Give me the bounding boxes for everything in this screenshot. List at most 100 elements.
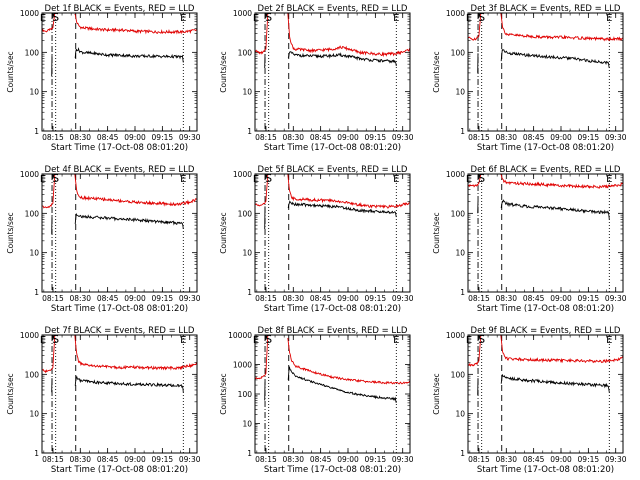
y-tick-label: 100: [238, 48, 253, 57]
x-tick-label: 08:45: [310, 133, 332, 142]
x-tick-label: 08:15: [468, 455, 490, 464]
x-tick-label: 08:30: [495, 455, 517, 464]
series-line-lld-segment-2: [500, 335, 623, 364]
series-line-events-segment-2: [74, 375, 184, 393]
x-tick-label: 09:30: [392, 133, 414, 142]
x-axis-label: Start Time (17-Oct-08 08:01:20): [477, 143, 614, 153]
x-tick-label: 08:15: [255, 455, 277, 464]
chart-panel-5: Det 5f BLACK = Events, RED = LLD Start Ti…: [219, 165, 414, 314]
chart-panel-3: Det 3f BLACK = Events, RED = LLD Start Ti…: [432, 4, 627, 153]
x-tick-label: 08:45: [310, 294, 332, 303]
series-line-lld-segment-2: [74, 335, 197, 371]
plot-frame: [467, 173, 624, 293]
y-tick-label: 10: [242, 249, 252, 258]
plot-area: [255, 335, 410, 404]
plot-frame: [254, 334, 411, 454]
end-marker-label: E: [606, 13, 612, 24]
x-tick-label: 08:30: [495, 294, 517, 303]
series-line-events-segment-2: [74, 47, 184, 63]
series-line-lld-segment-1: [468, 174, 482, 188]
x-tick-label: 09:15: [152, 294, 174, 303]
y-tick-label: 100: [238, 390, 253, 399]
y-tick-label: 10: [455, 410, 465, 419]
plot-area: [468, 174, 623, 220]
x-axis-label: Start Time (17-Oct-08 08:01:20): [264, 143, 401, 153]
x-tick-label: 09:15: [152, 133, 174, 142]
x-tick-label: 08:30: [69, 133, 91, 142]
x-tick-label: 08:30: [69, 294, 91, 303]
y-tick-label: 10: [29, 88, 39, 97]
x-tick-label: 09:00: [337, 133, 359, 142]
plot-frame: [41, 334, 198, 454]
end-marker-label: E: [393, 335, 399, 346]
plot-area: [255, 174, 410, 230]
series-line-lld-segment-2: [287, 13, 410, 58]
series-line-lld-segment-1: [42, 13, 56, 33]
series-line-lld-segment-2: [74, 13, 197, 35]
series-line-events-segment-2: [287, 50, 397, 67]
y-axis-label: Counts/sec: [6, 212, 15, 253]
start-marker-label: S: [478, 172, 485, 185]
y-tick-label: 1000: [20, 9, 39, 18]
x-tick-label: 08:45: [97, 294, 119, 303]
x-tick-label: 08:30: [282, 455, 304, 464]
x-tick-label: 09:30: [179, 455, 201, 464]
plot-area: [255, 13, 410, 69]
series-line-lld-segment-1: [42, 174, 56, 209]
x-tick-label: 09:30: [179, 133, 201, 142]
x-tick-label: 08:15: [468, 133, 490, 142]
series-line-lld-segment-2: [500, 13, 623, 42]
x-tick-label: 09:00: [337, 455, 359, 464]
plot-area: [42, 174, 197, 234]
x-tick-label: 08:30: [495, 133, 517, 142]
x-axis-label: Start Time (17-Oct-08 08:01:20): [264, 304, 401, 314]
y-tick-label: 100: [238, 209, 253, 218]
plot-frame: [254, 12, 411, 132]
chart-title: Det 5f BLACK = Events, RED = LLD: [258, 165, 408, 175]
x-tick-label: 09:15: [365, 294, 387, 303]
y-tick-label: 100: [25, 209, 40, 218]
x-tick-label: 09:00: [124, 133, 146, 142]
series-line-lld-segment-2: [287, 337, 410, 385]
series-line-lld-segment-1: [255, 335, 269, 380]
y-tick-label: 10: [29, 249, 39, 258]
end-marker-label: E: [393, 174, 399, 185]
y-tick-label: 10: [455, 88, 465, 97]
x-tick-label: 09:30: [179, 294, 201, 303]
start-marker-label: S: [265, 172, 272, 185]
y-tick-label: 1000: [446, 9, 465, 18]
y-axis-label: Counts/sec: [432, 51, 441, 92]
series-line-events-segment-2: [74, 212, 184, 230]
y-tick-label: 100: [451, 48, 466, 57]
x-tick-label: 09:30: [605, 294, 627, 303]
plot-frame: [41, 12, 198, 132]
chart-panel-1: Det 1f BLACK = Events, RED = LLD Start Ti…: [6, 4, 201, 153]
series-line-events-segment-2: [287, 200, 397, 218]
y-tick-label: 1000: [446, 331, 465, 340]
y-tick-label: 1: [247, 127, 252, 136]
plot-area: [42, 335, 197, 393]
series-line-lld-segment-2: [287, 174, 410, 209]
x-tick-label: 09:00: [124, 455, 146, 464]
chart-title: Det 9f BLACK = Events, RED = LLD: [471, 326, 621, 336]
y-tick-label: 1: [460, 288, 465, 297]
x-axis-label: Start Time (17-Oct-08 08:01:20): [477, 304, 614, 314]
start-marker-label: S: [478, 11, 485, 24]
chart-panel-4: Det 4f BLACK = Events, RED = LLD Start Ti…: [6, 165, 201, 314]
y-tick-label: 1000: [20, 331, 39, 340]
end-marker-label: E: [40, 13, 46, 24]
x-axis-label: Start Time (17-Oct-08 08:01:20): [51, 465, 188, 475]
y-tick-label: 10: [242, 420, 252, 429]
plot-area: [468, 335, 623, 395]
x-axis-label: Start Time (17-Oct-08 08:01:20): [51, 143, 188, 153]
end-marker-label: E: [40, 335, 46, 346]
x-tick-label: 08:15: [255, 133, 277, 142]
x-axis-label: Start Time (17-Oct-08 08:01:20): [264, 465, 401, 475]
chart-title: Det 7f BLACK = Events, RED = LLD: [45, 326, 195, 336]
y-tick-label: 1000: [20, 170, 39, 179]
x-tick-label: 09:30: [605, 455, 627, 464]
end-marker-label: E: [180, 174, 186, 185]
x-tick-label: 09:00: [124, 294, 146, 303]
end-marker-label: E: [606, 335, 612, 346]
